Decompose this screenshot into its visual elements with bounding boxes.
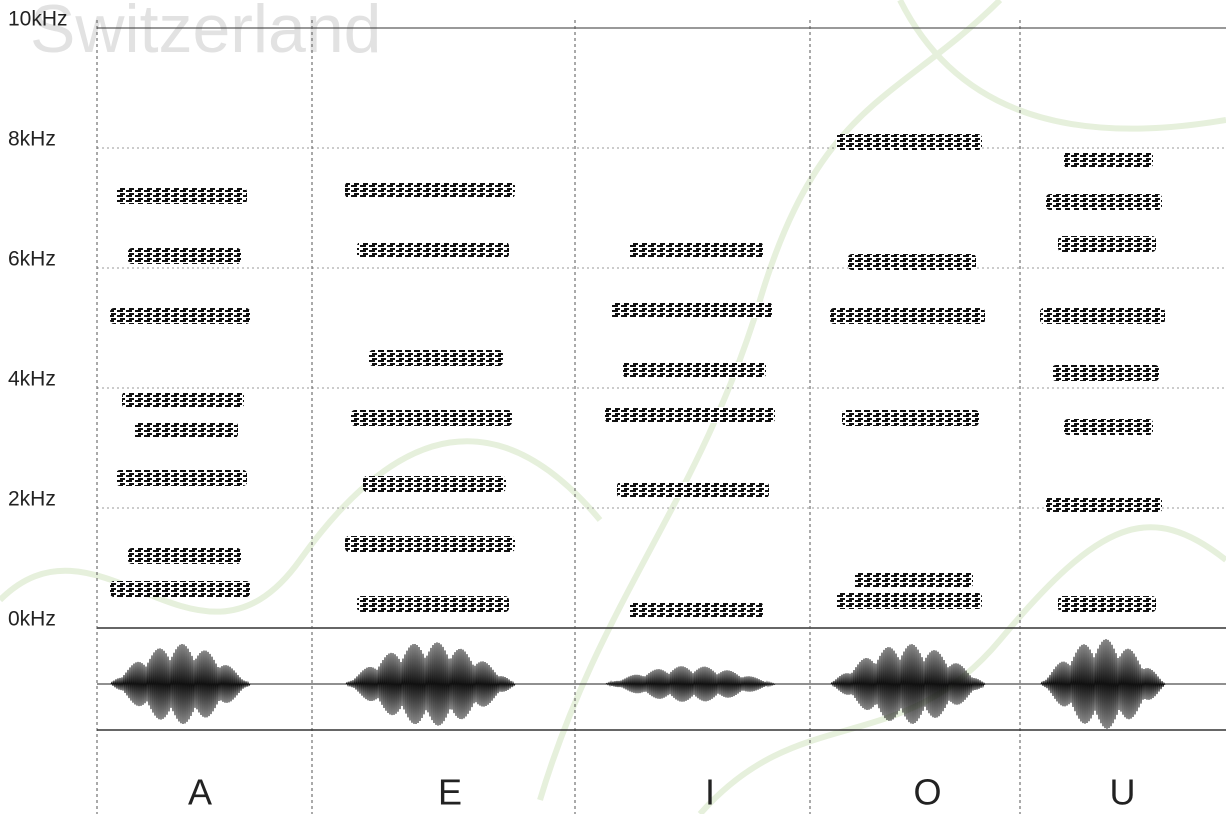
- formant-band: [830, 308, 985, 324]
- y-tick-label: 0kHz: [8, 608, 56, 631]
- y-tick-label: 4kHz: [8, 368, 56, 391]
- formant-band: [134, 422, 238, 438]
- vowel-label: I: [705, 772, 715, 813]
- waveform: [830, 644, 985, 724]
- page: Switzerland 0kHz 2kHz 4kHz 6kHz 8kHz 10kHz A E I…: [0, 0, 1226, 814]
- formant-band: [1064, 152, 1153, 168]
- waveform: [605, 666, 776, 701]
- formant-band: [842, 410, 979, 426]
- formant-band: [836, 593, 982, 609]
- formant-band: [1058, 596, 1156, 612]
- formant-band: [1052, 365, 1159, 381]
- waveform: [345, 642, 516, 725]
- chart: Switzerland 0kHz 2kHz 4kHz 6kHz 8kHz 10kHz A E I…: [0, 0, 1226, 814]
- formant-band: [345, 536, 515, 552]
- formant-band: [1064, 419, 1153, 435]
- formant-band: [848, 254, 976, 270]
- formant-band: [357, 242, 509, 258]
- formant-band: [629, 602, 763, 618]
- vowel-label: U: [1110, 772, 1136, 813]
- formant-band: [1046, 497, 1162, 513]
- formant-band: [623, 362, 766, 378]
- formant-band: [836, 134, 982, 150]
- watermark: Switzerland: [30, 0, 382, 67]
- formant-band: [116, 188, 247, 204]
- formant-band: [369, 350, 503, 366]
- waveform: [110, 644, 251, 724]
- formant-band: [617, 482, 769, 498]
- formant-band: [345, 182, 515, 198]
- formant-band: [605, 407, 775, 423]
- vowel-label: E: [438, 772, 462, 813]
- formant-band: [122, 392, 244, 408]
- vowel-label: O: [913, 772, 941, 813]
- formant-band: [1058, 236, 1156, 252]
- formant-band: [1040, 308, 1165, 324]
- formant-band: [1046, 194, 1162, 210]
- y-tick-label: 6kHz: [8, 248, 56, 271]
- formant-band: [351, 410, 512, 426]
- waveform: [1040, 639, 1165, 729]
- formant-band: [854, 572, 973, 588]
- formant-band: [110, 581, 250, 597]
- formant-band: [629, 242, 763, 258]
- formant-band: [357, 596, 509, 612]
- vowel-label: A: [188, 772, 212, 813]
- formant-band: [611, 302, 772, 318]
- formant-band: [110, 308, 250, 324]
- formant-band: [128, 248, 241, 264]
- formant-band: [116, 470, 247, 486]
- y-tick-label: 10kHz: [8, 8, 68, 31]
- y-tick-label: 2kHz: [8, 488, 56, 511]
- formant-band: [128, 548, 241, 564]
- y-tick-label: 8kHz: [8, 128, 56, 151]
- formant-band: [363, 476, 506, 492]
